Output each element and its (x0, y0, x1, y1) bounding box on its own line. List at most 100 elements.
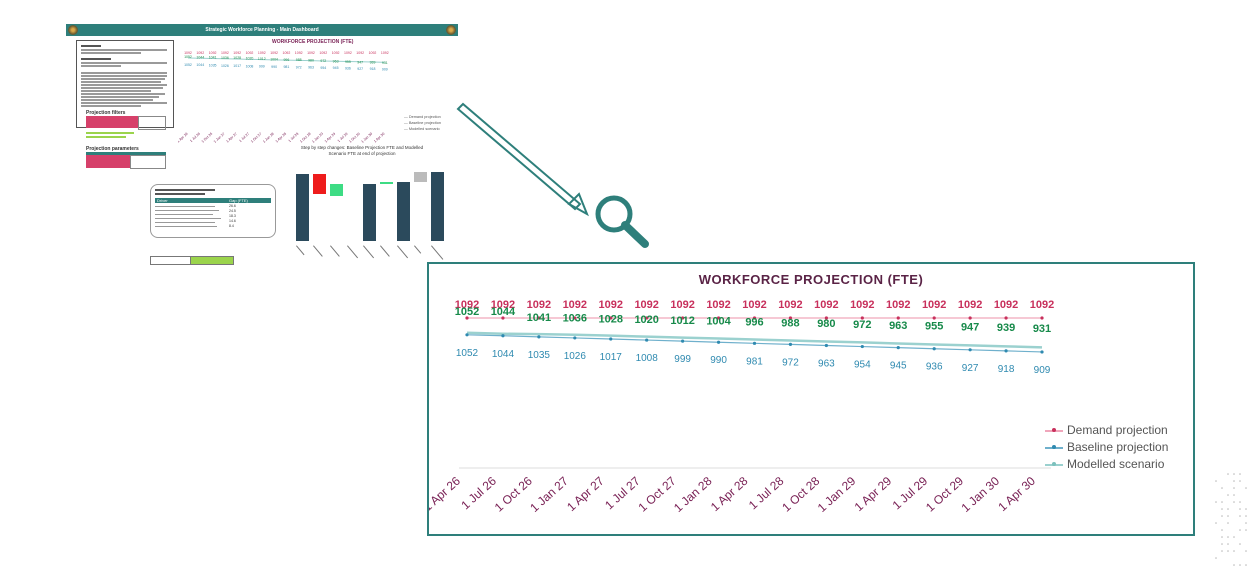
thumb-modelled-label: 1041 (209, 56, 217, 60)
thumb-demand-label: 1092 (332, 51, 340, 55)
baseline-data-label: 1026 (564, 351, 587, 362)
modelled-data-label: 947 (961, 321, 979, 333)
modelled-data-label: 996 (745, 317, 763, 329)
decorative-dot (1233, 564, 1235, 566)
thumb-baseline-label: 1052 (184, 63, 192, 67)
thumb-baseline-label: 945 (333, 66, 339, 70)
demand-data-label: 1092 (455, 299, 479, 311)
baseline-point (932, 347, 936, 351)
modelled-data-label: 980 (817, 318, 835, 330)
thumb-x-tick: 1 Jan 28 (262, 132, 275, 144)
thumb-modelled-label: 1004 (270, 57, 278, 61)
thumb-x-tick: 1 Apr 30 (373, 132, 385, 144)
baseline-data-label: 1008 (636, 353, 659, 364)
decorative-dots (1215, 473, 1247, 566)
modelled-data-label: 963 (889, 320, 907, 332)
thumb-baseline-label: 990 (271, 65, 277, 69)
chart-title: WORKFORCE PROJECTION (FTE) (698, 272, 924, 287)
decorative-dot (1245, 515, 1247, 517)
thumb-demand-label: 1092 (196, 51, 204, 55)
baseline-point (609, 337, 613, 341)
thumb-baseline-label: 972 (296, 65, 302, 69)
thumb-demand-label: 1092 (283, 51, 291, 55)
dashboard-thumbnail: Strategic Workforce Planning - Main Dash… (66, 24, 458, 270)
modelled-data-label: 1052 (455, 306, 479, 318)
decorative-dot (1215, 557, 1217, 559)
decorative-dot (1233, 501, 1235, 503)
modelled-data-label: 1004 (706, 316, 731, 328)
baseline-data-label: 1035 (528, 350, 551, 361)
thumb-x-tick: 1 Apr 28 (275, 132, 287, 144)
demand-point (1004, 316, 1008, 320)
demand-data-label: 1092 (706, 299, 730, 311)
baseline-data-label: 999 (674, 354, 691, 365)
baseline-point (681, 339, 685, 343)
thumb-demand-label: 1092 (344, 51, 352, 55)
decorative-dot (1233, 473, 1235, 475)
thumb-x-tick: 1 Jan 30 (361, 132, 374, 144)
demand-data-label: 1092 (994, 299, 1018, 311)
baseline-point (860, 344, 864, 349)
decorative-dot (1221, 543, 1223, 545)
waterfall-chart (296, 172, 444, 260)
decorative-dot (1221, 550, 1223, 552)
thumb-demand-label: 1092 (233, 51, 241, 55)
thumb-baseline-label: 1035 (209, 64, 217, 68)
thumb-modelled-label: 939 (370, 61, 376, 65)
baseline-data-label: 936 (926, 362, 943, 373)
modelled-data-label: 1036 (563, 313, 587, 325)
thumb-modelled-label: 931 (382, 61, 388, 65)
zoom-arrow (456, 102, 589, 217)
list-header-gap: Gap (FTE) (229, 198, 248, 203)
baseline-point (645, 338, 649, 342)
decorative-dot (1221, 515, 1223, 517)
thumb-x-tick: 1 Oct 26 (201, 132, 214, 144)
list-header-driver: Driver (157, 198, 168, 203)
dashboard-banner-title: Strategic Workforce Planning - Main Dash… (205, 27, 319, 33)
x-tick-label: 1 Jan 30 (958, 474, 1002, 515)
modelled-data-label: 939 (997, 322, 1015, 334)
decorative-dot (1221, 487, 1223, 489)
thumb-modelled-label: 1012 (258, 57, 266, 61)
projection-filters-values[interactable] (138, 116, 166, 130)
thumb-demand-label: 1092 (270, 51, 278, 55)
demand-point (465, 316, 469, 320)
x-tick-label: 1 Apr 26 (429, 474, 463, 515)
decorative-dot (1227, 515, 1229, 517)
decorative-dot (1233, 536, 1235, 538)
baseline-data-label: 945 (890, 361, 907, 372)
decorative-dot (1233, 487, 1235, 489)
thumb-demand-label: 1092 (209, 51, 217, 55)
thumb-modelled-label: 972 (320, 59, 326, 63)
thumb-modelled-label: 996 (283, 58, 289, 62)
thumb-x-tick: 1 Apr 29 (324, 132, 336, 144)
baseline-point (716, 340, 721, 344)
thumb-baseline-label: 1044 (196, 63, 204, 67)
magnifier-icon (595, 195, 649, 248)
decorative-dot (1221, 508, 1223, 510)
baseline-data-label: 981 (746, 356, 763, 367)
decorative-dot (1245, 529, 1247, 531)
demand-data-label: 1092 (670, 299, 694, 311)
banner-ornament-right (446, 25, 456, 35)
demand-data-label: 1092 (922, 299, 946, 311)
modelled-data-label: 1028 (599, 313, 623, 325)
thumb-x-tick: 1 Apr 26 (178, 132, 189, 144)
scenario-selector-value[interactable] (190, 256, 234, 265)
modelled-data-label: 1020 (634, 314, 658, 326)
decorative-dot (1239, 508, 1241, 510)
list-values: 26.6 24.5 18.3 14.6 8.4 (229, 204, 236, 228)
projection-filters-labels (86, 116, 138, 128)
demand-data-label: 1092 (1030, 299, 1054, 311)
decorative-dot (1227, 494, 1229, 496)
projection-parameters-values[interactable] (130, 155, 166, 169)
demand-point (681, 316, 685, 320)
baseline-data-label: 1052 (456, 348, 479, 359)
modelled-data-label: 972 (853, 319, 871, 331)
thumb-baseline-label: 1026 (221, 64, 229, 68)
thumb-x-tick: 1 Jul 29 (337, 132, 349, 143)
thumb-modelled-label: 947 (357, 60, 363, 64)
baseline-data-label: 1017 (600, 352, 623, 363)
x-tick-label: 1 Oct 29 (923, 474, 966, 515)
decorative-dot (1233, 480, 1235, 482)
